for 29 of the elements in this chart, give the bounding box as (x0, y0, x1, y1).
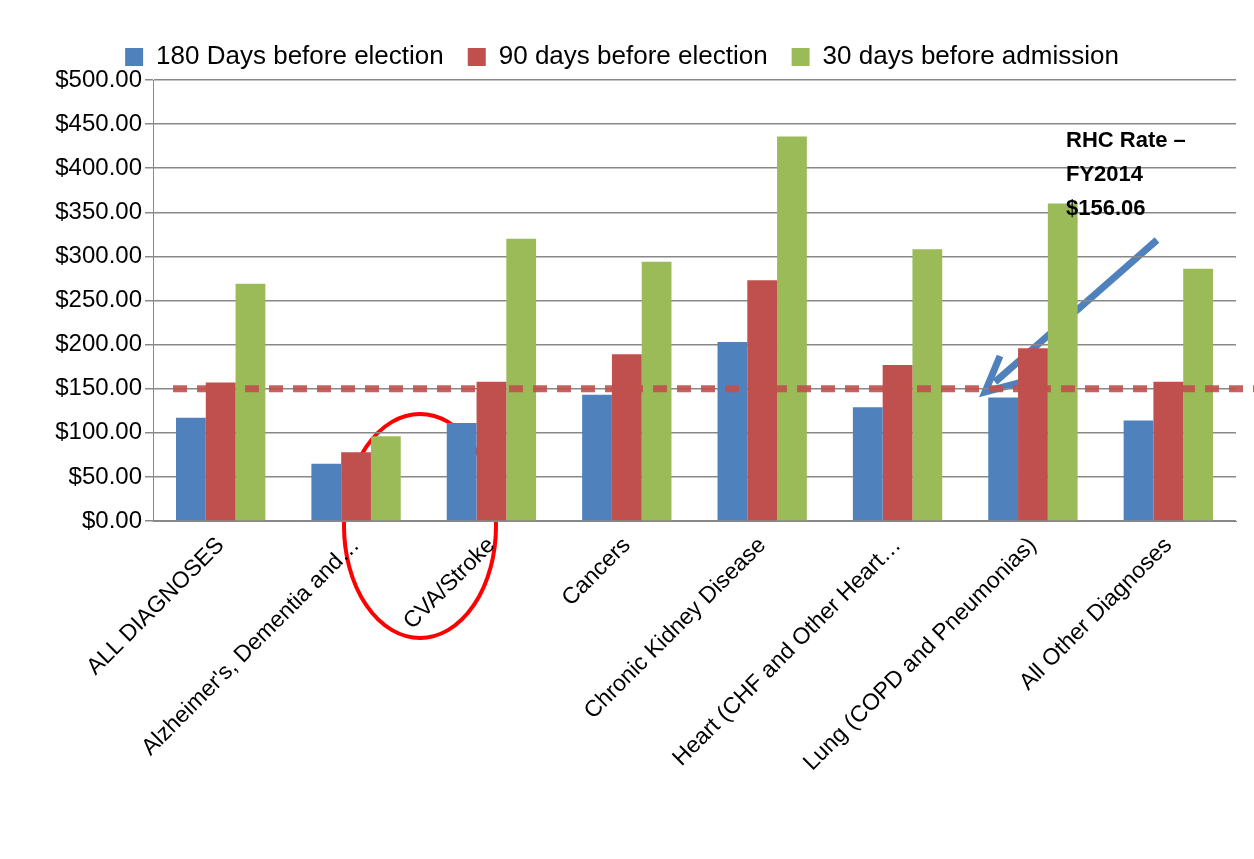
y-tick-label: $350.00 (55, 196, 142, 224)
legend-label: 30 days before admission (822, 40, 1119, 71)
bar (235, 283, 266, 521)
bar (641, 261, 672, 521)
bar (912, 249, 943, 521)
bar (582, 394, 612, 521)
y-tick-label: $100.00 (55, 417, 142, 445)
bar (370, 436, 401, 521)
y-tick-label: $400.00 (55, 152, 142, 180)
bar (506, 238, 537, 521)
bar (311, 463, 342, 521)
y-tick-label: $0.00 (81, 505, 142, 533)
bar (852, 407, 883, 521)
y-tick-label: $450.00 (55, 108, 142, 136)
bar (176, 417, 206, 521)
bar (446, 423, 477, 521)
y-tick-label: $300.00 (55, 241, 142, 269)
legend-label: 180 Days before election (156, 40, 444, 71)
y-tick-label: $250.00 (55, 285, 142, 313)
bar (1123, 420, 1154, 521)
bar (777, 136, 807, 521)
y-tick-label: $200.00 (55, 329, 142, 357)
bar (341, 452, 371, 521)
bar (717, 341, 748, 521)
y-tick-label: $150.00 (55, 373, 142, 401)
y-tick-label: $50.00 (68, 461, 142, 489)
y-tick-label: $500.00 (55, 64, 142, 92)
bar (1183, 268, 1213, 521)
legend-label: 90 days before election (498, 40, 768, 71)
